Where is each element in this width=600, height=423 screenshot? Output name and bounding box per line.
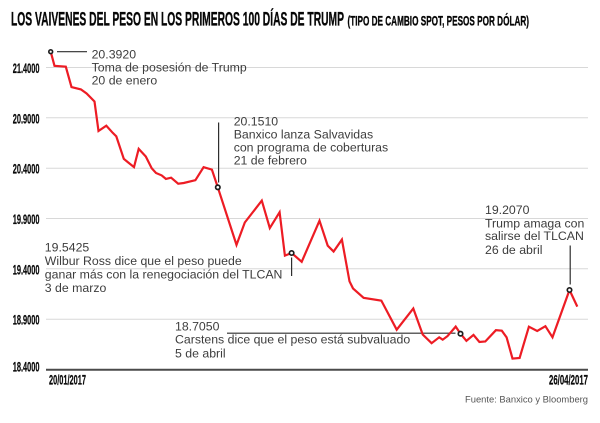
svg-text:19.9000: 19.9000 [13, 212, 40, 227]
svg-text:Toma de posesión de Trump: Toma de posesión de Trump [92, 60, 247, 74]
svg-text:18.7050: 18.7050 [175, 320, 220, 334]
svg-text:Banxico lanza Salvavidas: Banxico lanza Salvavidas [234, 127, 373, 141]
svg-text:20.3920: 20.3920 [92, 48, 137, 62]
svg-text:LOS VAIVENES DEL PESO EN LOS P: LOS VAIVENES DEL PESO EN LOS PRIMEROS 10… [11, 8, 344, 31]
svg-text:20.1510: 20.1510 [234, 114, 279, 128]
svg-text:26/04/2017: 26/04/2017 [549, 372, 588, 388]
svg-text:18.9000: 18.9000 [13, 313, 40, 328]
svg-text:5 de abril: 5 de abril [175, 347, 226, 361]
svg-text:21 de febrero: 21 de febrero [234, 153, 307, 167]
svg-text:Wilbur Ross dice que el peso p: Wilbur Ross dice que el peso puede [45, 254, 242, 268]
svg-text:3 de marzo: 3 de marzo [45, 281, 107, 295]
svg-text:Carstens dice que el peso está: Carstens dice que el peso está subvaluad… [175, 333, 410, 347]
svg-text:con programa de coberturas: con programa de coberturas [234, 140, 388, 154]
svg-text:20 de enero: 20 de enero [92, 73, 158, 87]
svg-text:20.9000: 20.9000 [13, 111, 40, 126]
svg-text:Trump amaga con: Trump amaga con [485, 216, 584, 230]
svg-text:Fuente: Banxico y Bloomberg: Fuente: Banxico y Bloomberg [465, 394, 588, 405]
svg-text:(TIPO DE CAMBIO SPOT, PESOS PO: (TIPO DE CAMBIO SPOT, PESOS POR DÓLAR) [348, 12, 530, 29]
svg-text:19.5425: 19.5425 [45, 241, 90, 255]
svg-text:ganar más con la renegociación: ganar más con la renegociación del TLCAN [45, 268, 283, 282]
svg-text:21.4000: 21.4000 [13, 61, 40, 76]
svg-text:26 de abril: 26 de abril [485, 243, 542, 257]
svg-text:20.4000: 20.4000 [13, 162, 40, 177]
svg-text:18.4000: 18.4000 [13, 360, 40, 375]
svg-text:19.2070: 19.2070 [485, 203, 530, 217]
svg-text:salirse del TLCAN: salirse del TLCAN [485, 229, 584, 243]
svg-text:19.4000: 19.4000 [13, 262, 40, 277]
svg-text:20/01/2017: 20/01/2017 [49, 372, 86, 388]
